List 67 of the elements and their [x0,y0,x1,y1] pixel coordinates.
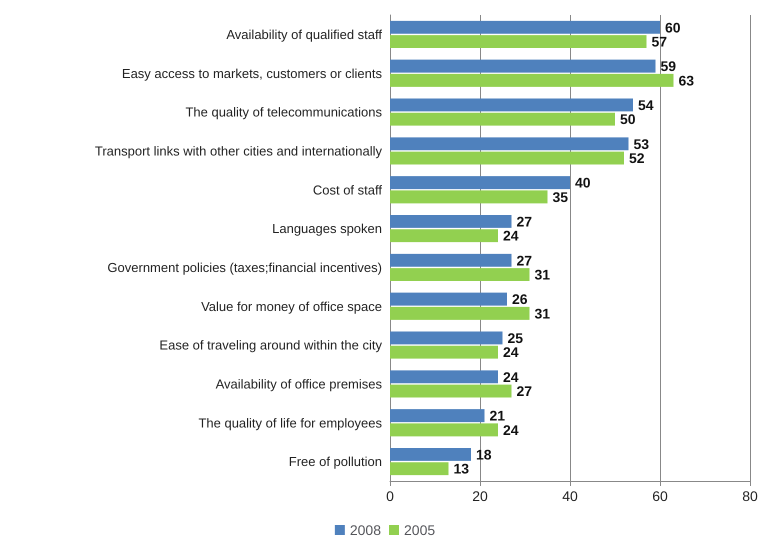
bar [390,370,498,384]
data-label: 40 [575,174,591,191]
data-label: 24 [503,228,519,244]
bar [390,423,498,436]
bar [390,462,448,476]
bar [390,306,530,320]
legend-label: 2008 [350,522,382,538]
x-tick-label: 60 [652,488,668,504]
data-label: 27 [516,383,532,400]
data-label: 31 [534,266,550,283]
data-label: 18 [476,446,492,462]
data-label: 24 [503,422,519,438]
legend-label: 2005 [404,522,436,538]
data-label: 31 [534,305,550,322]
data-label: 52 [629,150,645,166]
bar [390,112,615,126]
y-tick-label: Cost of staff [312,182,382,198]
data-label: 24 [503,344,519,360]
data-label: 63 [678,72,694,88]
data-label: 57 [652,34,668,50]
data-label: 50 [620,111,636,128]
y-tick-label: Ease of traveling around within the city [159,338,382,353]
data-label: 24 [503,368,519,385]
bar [390,60,656,73]
data-label: 53 [634,136,650,152]
data-label: 59 [660,58,676,74]
data-label: 27 [516,252,532,268]
data-label: 60 [665,19,681,36]
bar [390,254,512,267]
x-tick-label: 0 [386,488,394,504]
data-label: 54 [638,96,654,113]
y-tick-label: Languages spoken [272,221,382,236]
bar [390,229,498,242]
bar [390,331,502,344]
bar [390,268,530,282]
x-tick-label: 40 [562,488,578,504]
bar [390,152,624,165]
y-tick-label: The quality of telecommunications [185,104,382,120]
bar [390,98,633,112]
bar [390,74,674,87]
y-tick-label: Easy access to markets, customers or clients [122,66,382,81]
y-tick-label: Free of pollution [288,454,382,470]
data-label: 35 [552,188,568,205]
bar [390,190,548,204]
y-tick-label: Transport links with other cities and internationally [94,143,382,158]
bar [390,409,484,422]
y-tick-label: Value for money of office space [201,298,382,314]
bar [390,292,507,306]
y-tick-label: The quality of life for employees [198,415,382,430]
bar [390,137,628,150]
x-tick-label: 20 [472,488,488,504]
bar [390,176,570,190]
y-tick-label: Government policies (taxes;financial incentives) [107,260,382,275]
data-label: 25 [508,330,524,346]
data-label: 13 [454,460,470,477]
bar [390,384,512,398]
bar [390,346,498,359]
bar [390,20,660,34]
data-label: 21 [490,408,506,424]
data-label: 26 [512,291,528,308]
bar [390,214,512,228]
data-label: 27 [516,213,532,230]
x-tick-label: 80 [742,488,758,504]
bar [390,35,646,48]
y-tick-label: Availability of office premises [216,376,382,392]
y-tick-label: Availability of qualified staff [226,26,382,42]
bar [390,448,471,461]
